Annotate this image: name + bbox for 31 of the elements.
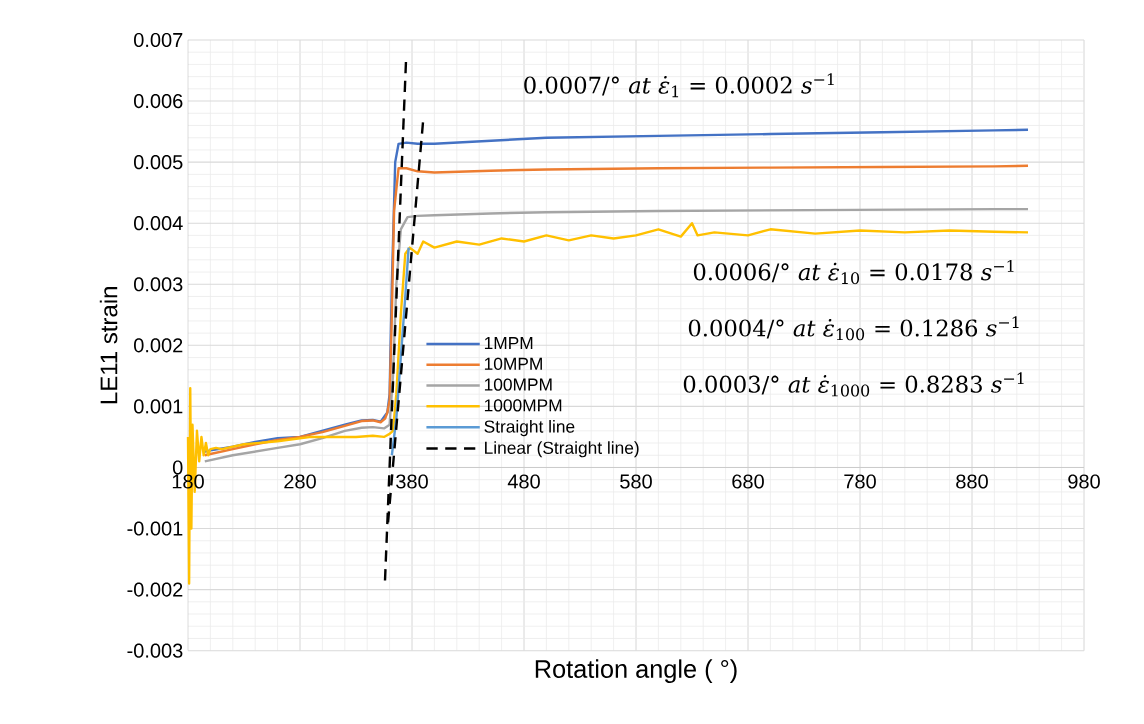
legend-label: 1MPM: [484, 337, 533, 349]
y-tick-label: -0.002: [127, 582, 183, 597]
annotation: 0.0007/° at ε̇$_{1}$ = 0.0002 s$^{−1}$: [524, 73, 834, 98]
annotation: 0.0004/° at ε̇$_{100}$ = 0.1286 s$^{−1}$: [688, 316, 1019, 341]
x-tick-label: 480: [507, 474, 540, 489]
y-tick-label: -0.001: [127, 521, 183, 536]
x-tick-label: 880: [956, 474, 988, 489]
x-tick-label: 780: [844, 474, 876, 489]
x-axis-title: Rotation angle ( °): [535, 659, 737, 683]
y-tick-label: 0.006: [134, 93, 183, 109]
legend-label: Straight line: [484, 419, 575, 437]
annotation: 0.0006/° at ε̇$_{10}$ = 0.0178 s$^{−1}$: [693, 259, 1014, 285]
legend-label: 10MPM: [484, 357, 542, 370]
x-tick-label: 980: [1068, 474, 1100, 489]
annotation: 0.0003/° at ε̇$_{1000}$ = 0.8283 s$^{−1}$: [683, 372, 1024, 397]
x-tick-label: 280: [284, 474, 316, 489]
y-tick-label: 0.001: [134, 399, 183, 414]
x-tick-label: 580: [620, 474, 652, 489]
y-tick-label: 0.005: [134, 155, 183, 170]
y-axis-title: LE11 strain: [99, 287, 118, 404]
y-tick-label: 0.003: [134, 277, 183, 292]
y-tick-label: 0.002: [134, 338, 183, 353]
y-tick-label: 0.007: [134, 32, 183, 48]
y-tick-label: 0: [172, 460, 183, 475]
legend-label: 1000MPM: [484, 399, 562, 412]
x-tick-label: 380: [396, 474, 428, 489]
x-tick-label: 680: [732, 474, 764, 489]
legend-label: Linear (Straight line): [485, 441, 639, 458]
y-tick-label: -0.003: [127, 643, 183, 658]
y-tick-label: 0.004: [134, 216, 183, 231]
legend-label: 100MPM: [484, 378, 552, 391]
